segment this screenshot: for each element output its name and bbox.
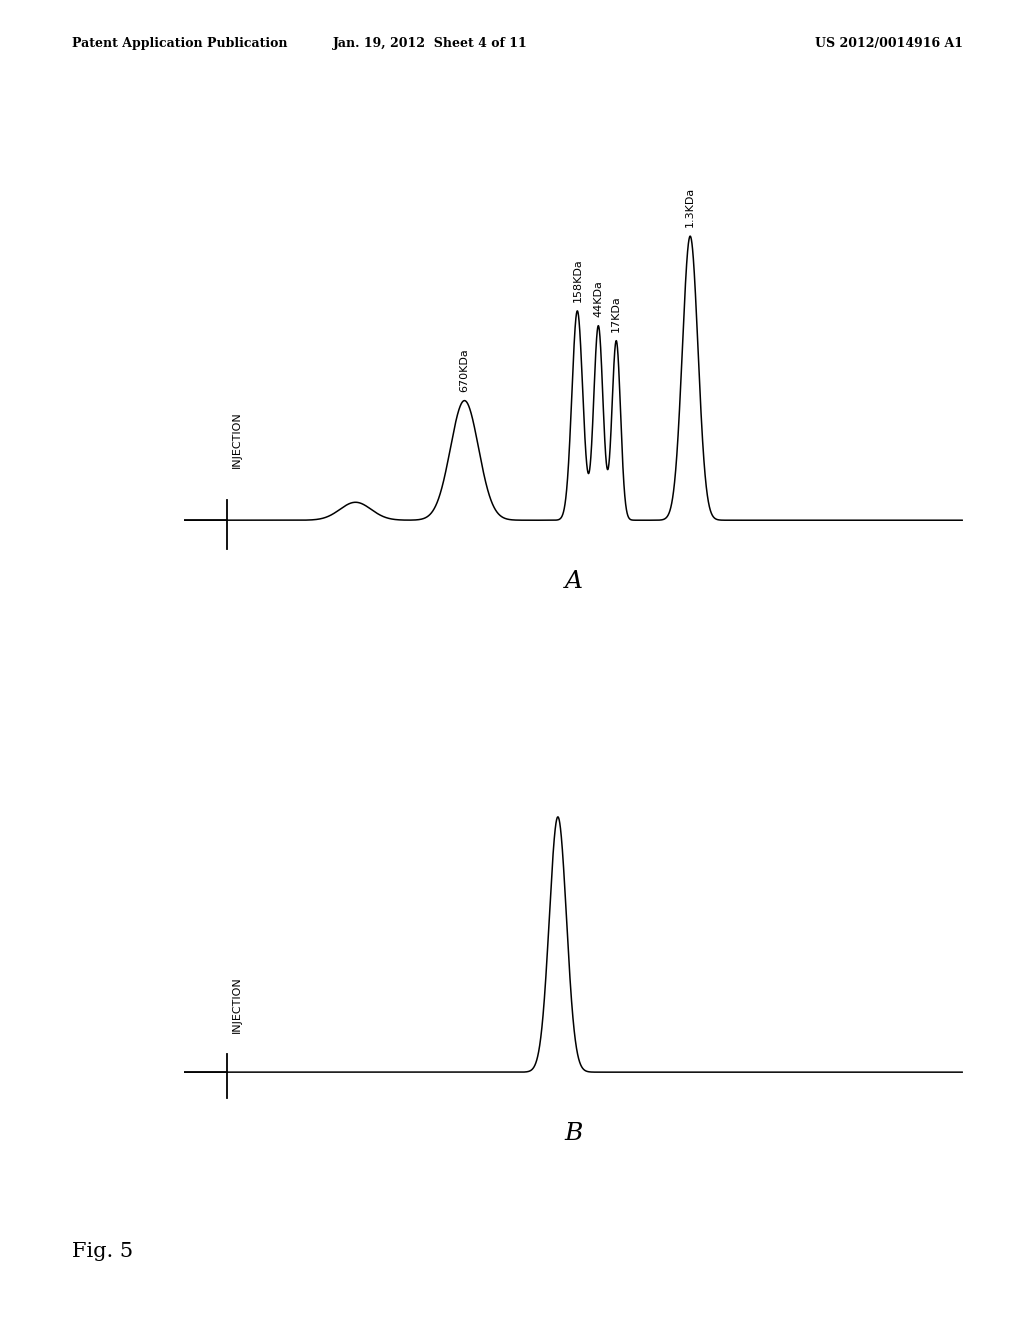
Text: Fig. 5: Fig. 5 <box>72 1242 133 1261</box>
Text: 1.3KDa: 1.3KDa <box>685 187 695 227</box>
Text: 44KDa: 44KDa <box>593 280 603 317</box>
Text: B: B <box>564 1122 583 1144</box>
Text: Patent Application Publication: Patent Application Publication <box>72 37 287 50</box>
Text: 158KDa: 158KDa <box>572 259 583 302</box>
Text: 670KDa: 670KDa <box>460 348 469 392</box>
Text: A: A <box>564 570 583 593</box>
Text: US 2012/0014916 A1: US 2012/0014916 A1 <box>814 37 963 50</box>
Text: INJECTION: INJECTION <box>231 412 242 469</box>
Text: 17KDa: 17KDa <box>611 296 622 331</box>
Text: INJECTION: INJECTION <box>231 977 242 1034</box>
Text: Jan. 19, 2012  Sheet 4 of 11: Jan. 19, 2012 Sheet 4 of 11 <box>333 37 527 50</box>
